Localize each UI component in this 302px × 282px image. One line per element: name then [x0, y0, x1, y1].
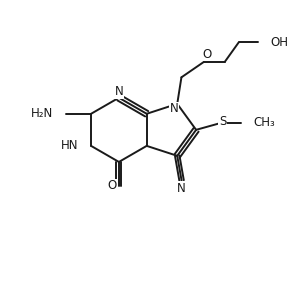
Text: N: N: [114, 85, 123, 98]
Text: O: O: [202, 48, 211, 61]
Text: CH₃: CH₃: [253, 116, 275, 129]
Text: N: N: [169, 102, 178, 115]
Text: N: N: [177, 182, 186, 195]
Text: HN: HN: [61, 139, 79, 152]
Text: S: S: [219, 115, 226, 128]
Text: O: O: [107, 179, 117, 192]
Text: H₂N: H₂N: [31, 107, 53, 120]
Text: OH: OH: [271, 36, 289, 49]
